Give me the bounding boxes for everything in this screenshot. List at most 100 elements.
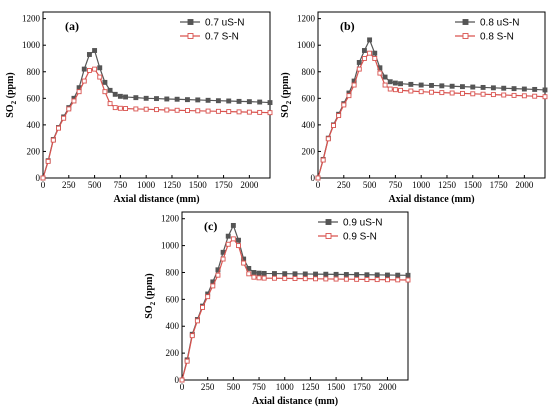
data-point: [398, 81, 403, 87]
y-tick-label: 800: [27, 67, 41, 77]
data-point: [429, 82, 434, 88]
data-point: [205, 294, 211, 300]
data-point: [210, 283, 216, 289]
data-point: [367, 50, 373, 56]
y-tick-label: 0: [36, 173, 41, 183]
data-point: [532, 86, 538, 92]
data-point: [117, 105, 123, 111]
y-axis-label: SO2 (ppm): [280, 72, 293, 117]
y-tick-label: 600: [302, 93, 316, 103]
data-point: [331, 123, 336, 128]
legend: 0.9 uS-N 0.9 S-N: [318, 218, 382, 243]
data-point: [418, 89, 424, 95]
data-point: [470, 91, 476, 97]
data-point: [236, 237, 241, 243]
data-point: [374, 272, 380, 278]
chart-panel-1: 0 200 400 600 800 1000 1200 0 250 500 750 1000 1250 1…: [5, 11, 273, 205]
x-tick-label: 1000: [137, 180, 156, 190]
data-point: [133, 95, 139, 101]
chart-panel-3: 0 200 400 600 800 1000 1200 0 250 500 750 1000 1250 1…: [144, 211, 411, 407]
data-point: [313, 276, 318, 282]
y-tick-label: 600: [27, 93, 41, 103]
data-point: [236, 243, 241, 249]
data-point: [143, 95, 149, 101]
data-point: [490, 92, 496, 98]
data-point: [97, 74, 103, 80]
data-point: [71, 98, 77, 104]
y-tick-label: 1200: [161, 214, 180, 224]
data-point: [56, 125, 61, 131]
data-point: [364, 277, 370, 282]
data-point: [315, 175, 321, 181]
y-tick-label: 1000: [22, 40, 41, 50]
data-point: [50, 137, 56, 143]
data-point: [501, 85, 507, 91]
legend-marker: [462, 19, 469, 25]
x-tick-label: 1250: [438, 180, 457, 190]
data-point: [361, 48, 367, 53]
x-axis-label: Axial distance (mm): [388, 194, 474, 205]
y-tick-label: 600: [166, 294, 180, 304]
data-point: [97, 65, 103, 71]
data-point: [164, 96, 170, 102]
data-point: [195, 108, 201, 114]
data-point: [372, 50, 378, 56]
data-point: [449, 90, 455, 96]
x-tick-label: 1250: [163, 180, 182, 190]
data-point: [184, 358, 190, 364]
data-point: [418, 82, 424, 88]
x-tick-label: 1500: [327, 382, 346, 392]
data-point: [200, 304, 205, 310]
data-point: [460, 90, 465, 96]
data-point: [511, 86, 517, 92]
data-point: [405, 272, 411, 278]
legend-entry: 0.8 S-N: [480, 32, 514, 43]
legend: 0.7 uS-N 0.7 S-N: [180, 18, 244, 43]
data-point: [336, 113, 342, 119]
data-point: [354, 272, 360, 278]
y-tick-label: 1200: [22, 14, 41, 24]
data-point: [215, 98, 221, 104]
data-point: [356, 66, 362, 72]
legend-entry: 0.8 uS-N: [480, 18, 519, 29]
data-point: [225, 241, 231, 247]
data-point: [320, 157, 326, 163]
y-tick-label: 0: [311, 173, 316, 183]
data-point: [292, 276, 298, 281]
y-tick-label: 400: [27, 120, 41, 130]
legend-marker: [187, 33, 194, 39]
data-point: [372, 56, 378, 61]
data-point: [542, 87, 548, 93]
data-point: [256, 270, 262, 276]
data-point: [480, 84, 486, 90]
data-point: [405, 277, 411, 283]
x-tick-label: 750: [114, 180, 128, 190]
y-tick-label: 200: [166, 348, 180, 358]
data-point: [236, 109, 242, 115]
legend-marker: [325, 233, 332, 239]
data-point: [226, 109, 232, 115]
data-point: [490, 85, 496, 91]
data-point: [107, 87, 113, 93]
x-tick-label: 250: [337, 180, 351, 190]
data-point: [354, 276, 360, 282]
data-point: [364, 272, 370, 278]
data-point: [225, 233, 231, 239]
data-point: [81, 66, 87, 72]
data-point: [174, 96, 180, 102]
data-point: [226, 98, 232, 104]
y-tick-label: 200: [27, 146, 41, 156]
data-point: [385, 272, 390, 278]
data-point: [313, 271, 318, 277]
data-point: [439, 83, 445, 89]
data-point: [194, 318, 200, 324]
data-point: [377, 70, 383, 76]
data-point: [439, 90, 445, 96]
data-point: [272, 271, 277, 277]
x-tick-label: 2000: [378, 382, 397, 392]
data-point: [205, 108, 211, 114]
data-point: [133, 106, 139, 112]
plot-frame: [181, 211, 409, 381]
data-point: [61, 115, 67, 121]
